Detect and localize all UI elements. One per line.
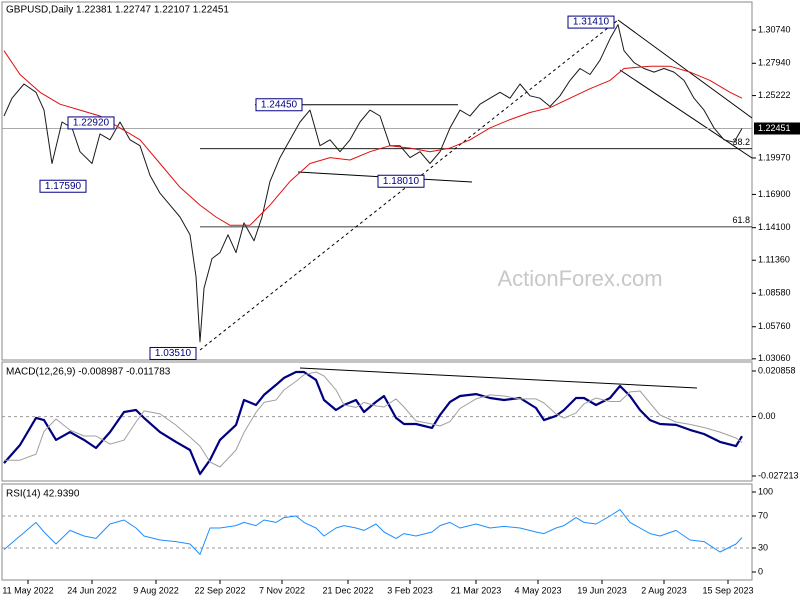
series-line: [3, 370, 743, 476]
price-label-box: [149, 346, 197, 360]
panel-title: RSI(14) 42.9390: [6, 489, 80, 500]
x-tick-label: 22 Sep 2022: [194, 585, 245, 595]
y-tick-label: 30: [758, 542, 768, 552]
watermark: ActionForex.com: [497, 266, 662, 291]
price-label-box: [377, 174, 425, 188]
y-tick-label: 1.05760: [758, 321, 791, 331]
y-tick-label: 1.30740: [758, 24, 791, 34]
y-tick-label: 0.00: [758, 411, 776, 421]
panel-title: GBPUSD,Daily 1.22381 1.22747 1.22107 1.2…: [6, 5, 229, 16]
y-tick-label: 1.14100: [758, 222, 791, 232]
x-tick-label: 21 Dec 2022: [322, 585, 373, 595]
y-tick-label: 100: [758, 486, 773, 496]
price-label-box: [255, 98, 303, 112]
x-tick-label: 7 Nov 2022: [259, 585, 305, 595]
x-tick-label: 3 Feb 2023: [387, 585, 433, 595]
x-tick-label: 21 Mar 2023: [451, 585, 502, 595]
y-tick-label: 0: [758, 566, 763, 576]
price-label: 1.17590: [45, 181, 82, 192]
price-panel-frame: [1, 1, 753, 361]
series-line: [4, 371, 743, 468]
price-label: 1.31410: [573, 17, 610, 28]
price-label: 1.22920: [73, 118, 110, 129]
fib-label: 61.8: [732, 215, 750, 225]
rsi-panel-frame: [1, 483, 753, 581]
y-tick-label: 1.03060: [758, 353, 791, 363]
y-tick-label: -0.027213: [758, 470, 799, 480]
price-label: 1.24450: [261, 99, 298, 110]
y-tick-label: 1.11360: [758, 255, 790, 265]
y-tick-label: 1.19970: [758, 152, 791, 162]
y-tick-label: 0.020858: [758, 365, 796, 375]
price-label: 1.03510: [155, 348, 192, 359]
y-tick-label: 70: [758, 510, 768, 520]
x-tick-label: 4 May 2023: [514, 585, 561, 595]
y-tick-label: 1.16900: [758, 189, 791, 199]
price-label-box: [39, 179, 87, 193]
x-tick-label: 2 Aug 2023: [641, 585, 687, 595]
x-tick-label: 19 Jun 2023: [577, 585, 627, 595]
channel-line: [617, 19, 753, 119]
fib-label: 38.2: [732, 137, 750, 147]
y-tick-label: 1.08580: [758, 288, 791, 298]
series-line: [3, 509, 743, 555]
channel-line: [619, 69, 753, 159]
x-tick-label: 15 Sep 2023: [702, 585, 753, 595]
x-tick-label: 11 May 2022: [2, 585, 53, 595]
macd-panel-frame: [1, 361, 753, 482]
panel-title: MACD(12,26,9) -0.008987 -0.011783: [6, 367, 171, 378]
macd-trend-line: [299, 367, 698, 389]
current-price-box: [754, 122, 800, 135]
y-tick-label: 1.27940: [758, 58, 791, 68]
series-line: [3, 24, 743, 343]
x-tick-label: 9 Aug 2022: [133, 585, 179, 595]
series-line: [3, 50, 743, 226]
price-label-box: [567, 15, 615, 29]
price-label-box: [67, 116, 115, 130]
x-tick-label: 24 Jun 2022: [67, 585, 117, 595]
y-tick-label: 1.25222: [758, 90, 791, 100]
chart-layer: ActionForex.com 38.2 61.8 1.31410 1.24450 1.2…: [2, 5, 800, 595]
current-price-label: 1.22451: [758, 123, 791, 133]
price-label: 1.18010: [383, 176, 420, 187]
